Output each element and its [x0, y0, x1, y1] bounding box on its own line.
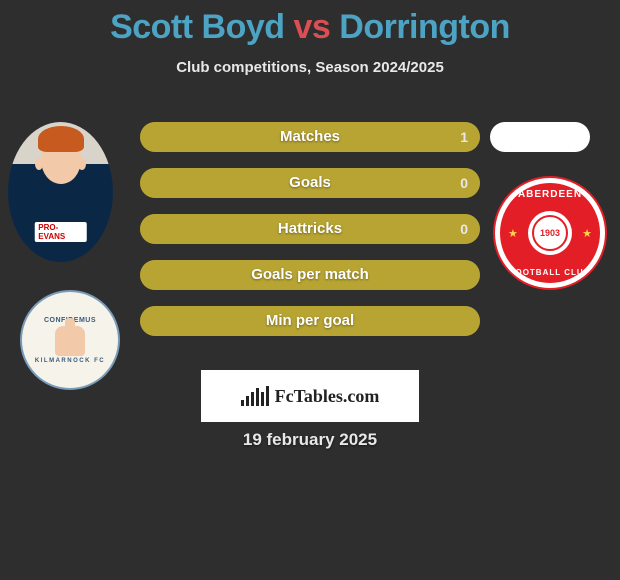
player-b-club-crest: ABERDEEN ★ ★ 1903 FOOTBALL CLUB: [495, 178, 605, 288]
comparison-date: 19 february 2025: [0, 430, 620, 450]
player-b-photo: [490, 122, 590, 152]
crest2-club-name: ABERDEEN: [500, 189, 600, 200]
logo-bars-icon: [241, 386, 269, 406]
logo-text: FcTables.com: [275, 386, 380, 407]
player-a-club-crest: CONFIDEMUS KILMARNOCK FC: [20, 290, 120, 390]
crest2-year: 1903: [532, 215, 568, 251]
season-subtitle: Club competitions, Season 2024/2025: [0, 59, 620, 76]
stat-label: Matches: [140, 122, 480, 152]
comparison-title: Scott Boyd vs Dorrington: [0, 0, 620, 47]
stat-label: Hattricks: [140, 214, 480, 244]
stats-bars: Matches1Goals0Hattricks0Goals per matchM…: [140, 122, 480, 352]
player-b-name: Dorrington: [339, 8, 510, 46]
crest1-club-name: KILMARNOCK FC: [35, 358, 105, 364]
stat-value: 0: [460, 214, 468, 244]
stat-label: Goals: [140, 168, 480, 198]
crest2-ball-icon: 1903: [528, 211, 572, 255]
player-a-name: Scott Boyd: [110, 8, 284, 46]
stat-value: 0: [460, 168, 468, 198]
stat-row: Goals0: [140, 168, 480, 198]
crest1-hands-icon: [55, 326, 85, 356]
stat-row: Matches1: [140, 122, 480, 152]
crest2-subtext: FOOTBALL CLUB: [500, 268, 600, 277]
stat-label: Goals per match: [140, 260, 480, 290]
stat-row: Min per goal: [140, 306, 480, 336]
stat-label: Min per goal: [140, 306, 480, 336]
title-vs: vs: [293, 8, 330, 46]
star-icon: ★: [582, 227, 592, 240]
stat-value: 1: [460, 122, 468, 152]
stat-row: Hattricks0: [140, 214, 480, 244]
player-a-sponsor: PRO-EVANS: [34, 222, 87, 242]
star-icon: ★: [508, 227, 518, 240]
player-a-photo: PRO-EVANS: [8, 122, 113, 262]
stat-row: Goals per match: [140, 260, 480, 290]
site-logo: FcTables.com: [201, 370, 419, 422]
